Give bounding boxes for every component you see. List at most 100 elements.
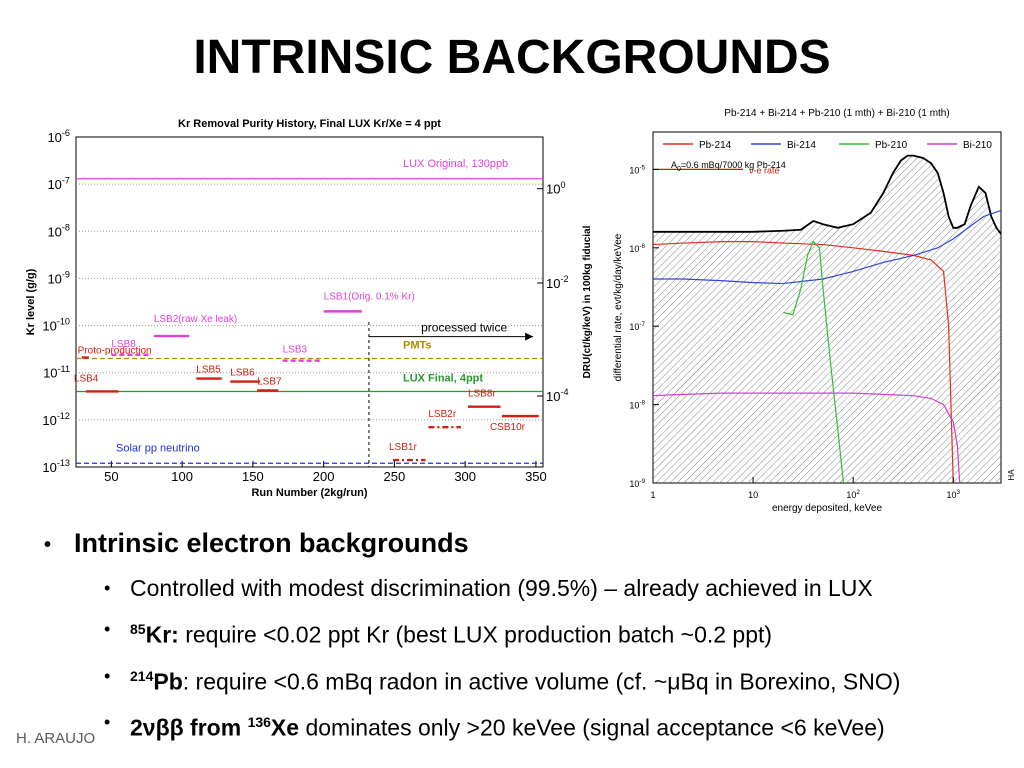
bullet-sub-2-text: 85Kr: require <0.02 ppt Kr (best LUX pro… — [130, 613, 772, 651]
tick-exponent: -10 — [57, 317, 70, 327]
a0-sub: 0 — [677, 166, 681, 173]
tick-exponent: -6 — [639, 243, 645, 250]
decay-mode: 2νββ from — [130, 714, 248, 741]
bullet-main: • Intrinsic electron backgrounds — [44, 528, 1014, 562]
y-right-tick-label: 10-2 — [546, 274, 569, 291]
total-area — [653, 155, 1001, 483]
batch-label: LSB4 — [74, 373, 99, 384]
tick-base: 10 — [946, 490, 956, 500]
tick-base: 10 — [629, 244, 639, 254]
bullet-list: • Intrinsic electron backgrounds • Contr… — [44, 528, 1014, 753]
isotope-name: Xe — [270, 714, 300, 741]
chart-title: Kr Removal Purity History, Final LUX Kr/… — [178, 118, 441, 130]
x-tick-label: 300 — [454, 469, 476, 484]
tick-base: 10 — [546, 389, 560, 404]
background-spectrum-chart: Pb-214 + Bi-214 + Pb-210 (1 mth) + Bi-21… — [613, 108, 1016, 514]
y-tick-label: 10-8 — [47, 222, 70, 239]
legend-entry: Bi-210 — [963, 140, 992, 151]
x-tick-label: 103 — [946, 489, 960, 500]
a0-pre: A — [671, 160, 677, 170]
y-tick-label: 10-7 — [629, 321, 645, 332]
legend-entry: Pb-210 — [875, 140, 908, 151]
tick-exponent: -13 — [57, 458, 70, 468]
y-tick-label: 10-12 — [42, 411, 70, 428]
annotation-label: processed twice — [421, 321, 507, 335]
bullet-sub-2: • 85Kr: require <0.02 ppt Kr (best LUX p… — [104, 613, 1014, 651]
tick-exponent: -8 — [62, 222, 70, 232]
batch-label: LSB8 — [111, 339, 136, 350]
bullet-sub-4-text: 2νββ from 136Xe dominates only >20 keVee… — [130, 706, 885, 744]
tick-exponent: -11 — [58, 364, 70, 374]
series-line — [783, 240, 845, 484]
tick-base: 10 — [546, 276, 560, 291]
bullet-dot: • — [44, 534, 52, 556]
bullet-dot: • — [104, 665, 111, 686]
bullet-sub-3-body: : require <0.6 mBq radon in active volum… — [182, 668, 901, 695]
isotope-name: Pb — [153, 668, 183, 695]
kr-purity-chart: Kr Removal Purity History, Final LUX Kr/… — [25, 118, 593, 499]
tick-base: 1 — [650, 490, 655, 500]
x-tick-label: 350 — [525, 469, 547, 484]
x-tick-label: 100 — [171, 469, 193, 484]
legend-entry: Bi-214 — [787, 140, 816, 151]
arrow-head — [525, 332, 534, 341]
y-tick-label: 10-10 — [42, 317, 70, 334]
batch-label: Proto-production — [78, 346, 152, 357]
x-axis-label: energy deposited, keVee — [772, 503, 883, 514]
a0-post: =0.6 mBq/7000 kg Pb-214 — [681, 160, 786, 170]
tick-exponent: 0 — [560, 180, 565, 190]
tick-base: 10 — [629, 322, 639, 332]
y-tick-label: 10-9 — [47, 270, 70, 287]
tick-exponent: -5 — [639, 164, 645, 171]
x-tick-label: 200 — [313, 469, 335, 484]
tick-exponent: 2 — [856, 489, 860, 496]
bullet-sub-3-text: 214Pb: require <0.6 mBq radon in active … — [130, 660, 900, 698]
activity-annotation: A0=0.6 mBq/7000 kg Pb-214 — [671, 160, 786, 173]
chart-title: Pb-214 + Bi-214 + Pb-210 (1 mth) + Bi-21… — [724, 108, 949, 119]
batch-label: LSB5 — [196, 365, 221, 376]
tick-base: 10 — [47, 271, 61, 286]
tick-base: 10 — [846, 490, 856, 500]
y-right-tick-label: 10-4 — [546, 387, 569, 404]
tick-base: 10 — [42, 413, 56, 428]
bullet-main-text: Intrinsic electron backgrounds — [74, 528, 469, 558]
batch-label: LSB2(raw Xe leak) — [154, 314, 237, 325]
bullet-sub-4: • 2νββ from 136Xe dominates only >20 keV… — [104, 706, 1014, 744]
y-tick-label: 10-6 — [629, 243, 645, 254]
tick-base: 10 — [748, 490, 758, 500]
x-tick-label: 250 — [384, 469, 406, 484]
y-tick-label: 10-11 — [43, 364, 70, 381]
legend-entry: Pb-214 — [699, 140, 732, 151]
series-line — [652, 392, 961, 484]
series-line — [652, 240, 954, 484]
bullet-sub-4-body: dominates only >20 keVee (signal accepta… — [299, 714, 885, 741]
plot-frame — [75, 136, 544, 468]
isotope-name: Kr: — [145, 621, 179, 648]
reference-line-label: PMTs — [403, 340, 432, 352]
isotope-mass: 214 — [130, 667, 154, 684]
bullet-dot: • — [104, 712, 111, 733]
bullet-sub-2-body: require <0.02 ppt Kr (best LUX productio… — [178, 621, 773, 648]
y-tick-label: 10-6 — [47, 128, 70, 145]
y-right-axis-label: DRU(ct/kg/keV) in 100kg fiducial — [582, 225, 593, 378]
x-axis-label: Run Number (2kg/run) — [251, 487, 367, 499]
batch-label: CSB10r — [490, 422, 526, 433]
batch-label: LSB8r — [468, 389, 496, 400]
x-tick-label: 10 — [748, 490, 758, 500]
y-axis-label: differential rate, evt/kg/day/keVee — [613, 233, 624, 381]
batch-label: LSB6 — [230, 368, 255, 379]
bullet-sub-1: • Controlled with modest discrimination … — [104, 572, 1014, 604]
tick-base: 10 — [43, 366, 57, 381]
tick-base: 10 — [42, 319, 56, 334]
x-tick-label: 102 — [846, 489, 860, 500]
series-line — [653, 209, 1002, 285]
bullet-dot: • — [104, 578, 111, 598]
y-tick-label: 10-9 — [629, 478, 645, 489]
tick-base: 10 — [629, 401, 639, 411]
isotope-mass: 136 — [247, 714, 271, 731]
y-tick-label: 10-5 — [629, 164, 645, 175]
y-axis-label: Kr level (g/g) — [25, 268, 37, 335]
tick-base: 10 — [47, 177, 61, 192]
series-line-total — [653, 154, 1002, 235]
tick-exponent: -6 — [62, 128, 70, 138]
